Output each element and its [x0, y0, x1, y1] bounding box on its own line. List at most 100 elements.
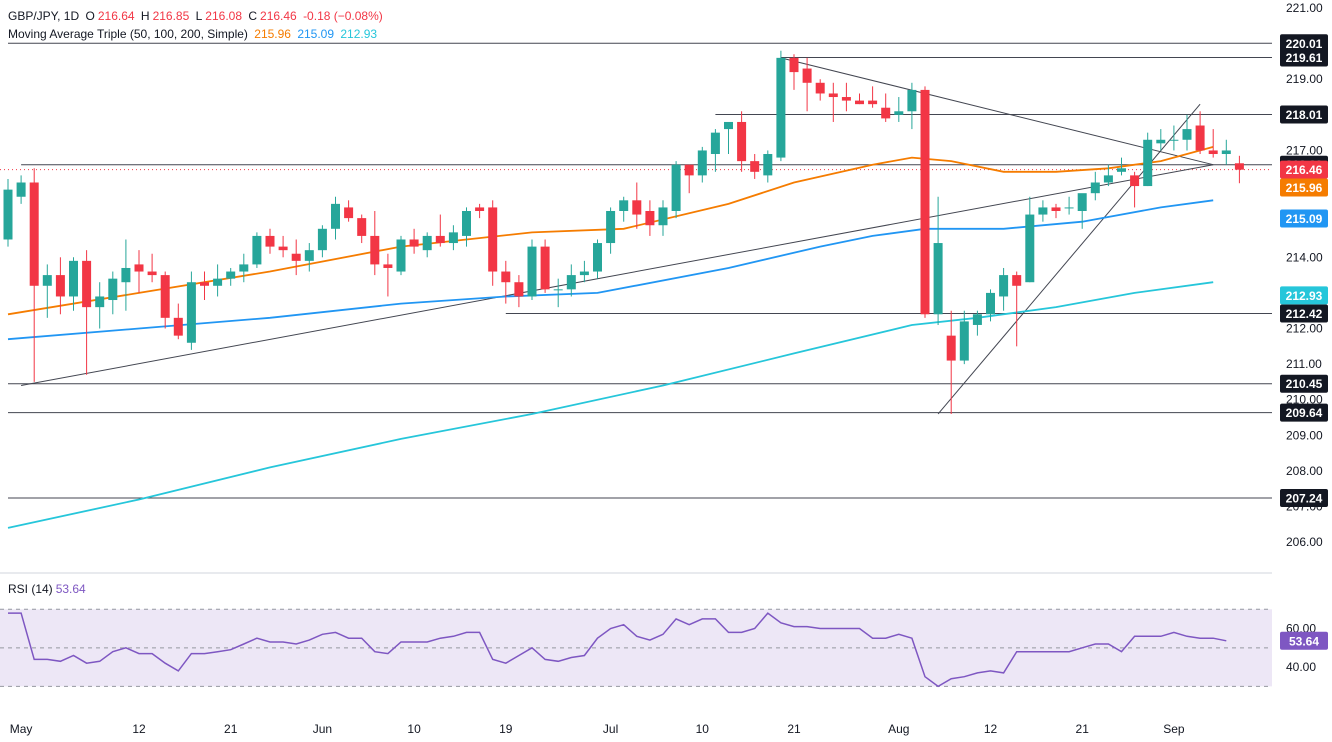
candle-body	[566, 275, 576, 290]
candle-body	[42, 275, 52, 286]
candle-body	[173, 317, 183, 336]
level-price-tag-box	[1280, 304, 1328, 323]
level-price-tag: 220.01	[1286, 37, 1323, 51]
candle-body	[82, 260, 92, 308]
high-value: 216.85	[152, 9, 190, 23]
candle-body	[658, 207, 668, 226]
candle-body	[907, 89, 917, 112]
rsi-value: 53.64	[55, 582, 86, 596]
rsi-tick-label: 40.00	[1286, 660, 1316, 674]
time-axis: May 12 21 Jun 10 19 Jul 10 21 Aug 12 21 Sep	[10, 722, 1185, 736]
candle-body	[121, 267, 131, 283]
candle-body	[1208, 150, 1218, 155]
candle-body	[501, 271, 511, 283]
trendline	[780, 57, 1214, 166]
candle-body	[304, 250, 314, 261]
rsi-legend[interactable]: RSI (14) 53.64	[8, 582, 89, 596]
ma-series-line	[7, 146, 1214, 316]
y-tick-label: 214.00	[1286, 250, 1323, 264]
x-tick-label: 10	[407, 722, 421, 736]
candle-body	[448, 232, 458, 244]
level-price-tag-box	[1280, 403, 1328, 422]
candle-body	[514, 282, 524, 297]
x-tick-label: 19	[499, 722, 513, 736]
level-price-tag: 207.24	[1286, 492, 1323, 506]
candle-body	[802, 68, 812, 83]
candle-body	[1012, 275, 1022, 286]
candle-body	[344, 207, 354, 219]
rsi-price-tag-box	[1280, 631, 1328, 650]
candle-body	[1064, 207, 1074, 209]
candle-body	[920, 89, 930, 315]
x-tick-label: 21	[224, 722, 238, 736]
price-tag-box	[1280, 178, 1328, 197]
candle-body	[868, 100, 878, 105]
candle-body	[383, 264, 393, 268]
y-tick-label: 212.00	[1286, 322, 1323, 336]
candle-body	[815, 82, 825, 94]
close-value: 216.46	[260, 9, 297, 23]
candle-body	[278, 246, 288, 251]
rsi-band	[0, 572, 1272, 687]
candle-body	[475, 207, 485, 211]
y-tick-label: 209.00	[1286, 428, 1323, 442]
candle-body	[1182, 129, 1192, 140]
ma200-value: 212.93	[340, 27, 378, 41]
level-price-tag-box	[1280, 105, 1328, 124]
price-tag: 215.96	[1286, 181, 1323, 195]
low-value: 216.08	[205, 9, 242, 23]
x-tick-label: Jul	[603, 722, 618, 736]
candle-body	[331, 203, 340, 229]
ma-legend[interactable]: Moving Average Triple (50, 100, 200, Sim…	[8, 27, 380, 41]
candle-body	[619, 200, 629, 211]
symbol-label[interactable]: GBP/JPY, 1D	[8, 9, 80, 23]
candle-body	[593, 243, 602, 272]
candle-body	[29, 182, 39, 286]
candle-body	[200, 282, 209, 286]
candle-body	[396, 239, 406, 272]
ma50-value: 215.96	[254, 27, 291, 41]
change-value: -0.18 (−0.08%)	[303, 9, 383, 23]
candle-body	[1130, 175, 1140, 187]
x-tick-label: May	[10, 722, 33, 736]
level-price-tag-box	[1280, 48, 1328, 67]
trendline	[21, 164, 1214, 386]
candle-body	[1156, 139, 1166, 144]
x-tick-label: Jun	[313, 722, 332, 736]
candle-body	[1103, 175, 1113, 183]
price-tag-box	[1280, 209, 1328, 228]
candle-body	[160, 275, 170, 318]
price-tag: 212.93	[1286, 289, 1323, 303]
candle-body	[1221, 150, 1231, 155]
candle-body	[579, 271, 589, 276]
candle-body	[763, 154, 773, 176]
candle-body	[724, 121, 733, 130]
candle-body	[252, 235, 262, 265]
x-tick-label: 12	[132, 722, 146, 736]
candle-body	[226, 271, 236, 279]
y-tick-label: 219.00	[1286, 72, 1323, 86]
candle-body	[1090, 182, 1100, 194]
candle-body	[291, 253, 301, 261]
x-tick-label: 21	[1076, 722, 1090, 736]
level-price-tag: 219.61	[1286, 51, 1323, 65]
candle-body	[632, 200, 642, 215]
candle-body	[540, 246, 550, 290]
x-tick-label: Aug	[888, 722, 909, 736]
candle-body	[213, 278, 223, 286]
y-tick-label: 206.00	[1286, 535, 1323, 549]
candle-body	[239, 264, 249, 272]
candle-body	[1051, 207, 1061, 211]
candle-body	[606, 210, 616, 244]
open-label: O	[85, 9, 95, 23]
price-tag: 216.46	[1286, 163, 1323, 177]
candle-body	[645, 210, 655, 226]
horizontal-levels	[0, 42, 1272, 499]
candle-body	[134, 264, 144, 272]
candle-body	[986, 292, 995, 315]
candle-body	[881, 107, 891, 119]
candle-body	[147, 271, 157, 276]
level-price-tag-box	[1280, 34, 1328, 53]
candle-body	[435, 235, 445, 244]
candle-body	[553, 289, 563, 291]
